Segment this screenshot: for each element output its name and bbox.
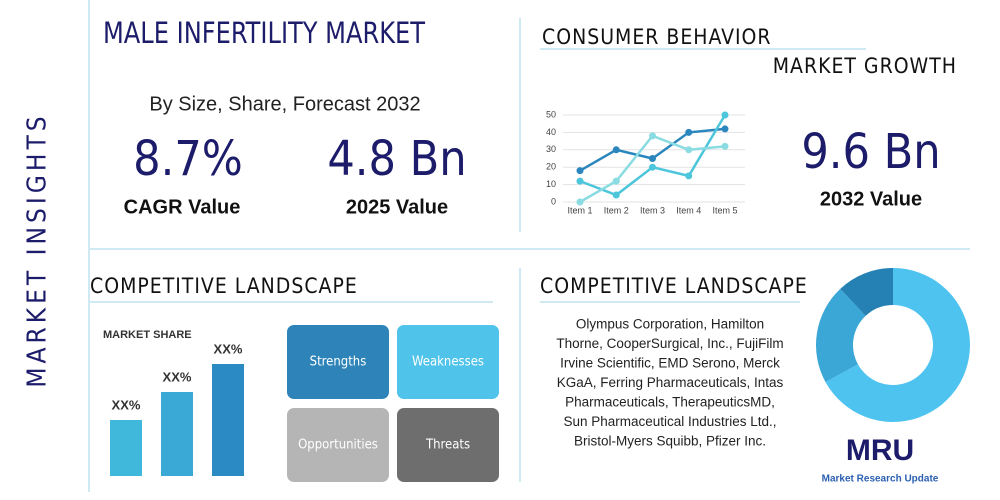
logo-mark: MRU [846,434,914,467]
subtitle: By Size, Share, Forecast 2032 [149,93,420,115]
x-tick-label: Item 2 [604,205,629,215]
swot-label: Opportunities [298,438,378,453]
swot-label: Strengths [310,355,367,370]
marker [649,132,656,140]
y-tick-label: 20 [546,162,556,172]
company-line: Pharmaceuticals, TherapeuticsMD, [565,395,775,410]
marker [576,198,584,206]
x-tick-label: Item 5 [712,205,737,215]
company-line: Sun Pharmaceutical Industries Ltd., [563,414,776,429]
stat-value: 4.8 Bn [327,131,466,187]
section-title: COMPETITIVE LANDSCAPE [90,274,358,298]
bar [161,392,193,476]
swot-label: Weaknesses [412,355,484,370]
x-tick-label: Item 4 [676,205,701,215]
marker [721,142,729,150]
swot-box [397,325,499,399]
y-tick-label: 0 [551,196,556,206]
company-line: Bristol-Myers Squibb, Pfizer Inc. [574,434,766,449]
company-line: KGaA, Ferring Pharmaceuticals, Intas [557,375,784,390]
company-line: Olympus Corporation, Hamilton [576,317,764,332]
marker [612,191,620,199]
chart-title: MARKET SHARE [103,329,192,341]
bar [110,420,142,476]
value-label: XX% [163,369,192,384]
marker [685,172,693,180]
y-tick-label: 30 [546,144,556,154]
marker [649,163,656,171]
stat-value: 9.6 Bn [801,124,940,180]
donut-segment [816,288,866,383]
company-line: Thorne, CooperSurgical, Inc., FujiFilm [556,336,783,351]
swot-box [287,325,389,399]
marker [576,177,584,185]
stat-label: 2032 Value [820,188,922,210]
donut-segment [840,268,893,316]
section-subtitle: MARKET GROWTH [773,54,957,78]
swot-box [397,408,499,482]
value-label: XX% [112,397,141,412]
stat-label: CAGR Value [124,196,241,218]
y-tick-label: 50 [546,109,556,119]
bar [212,364,244,476]
marker [721,125,729,133]
stat-label: 2025 Value [346,196,448,218]
y-tick-label: 10 [546,179,556,189]
marker [649,155,656,162]
section-title: CONSUMER BEHAVIOR [542,25,772,49]
swot-label: Threats [425,438,470,453]
x-tick-label: Item 1 [567,205,592,215]
stat-value: 8.7% [133,131,243,187]
marker [612,177,620,185]
side-label: MARKET INSIGHTS [23,112,53,387]
marker [685,128,693,136]
company-line: Irvine Scientific, EMD Serono, Merck [560,356,780,371]
marker [576,167,584,175]
marker [685,146,693,154]
marker [612,146,620,154]
section-title: COMPETITIVE LANDSCAPE [540,274,808,298]
logo-name: Market Research Update [822,474,939,485]
x-tick-label: Item 3 [640,205,665,215]
y-tick-label: 40 [546,127,556,137]
value-label: XX% [214,341,243,356]
marker [721,111,729,119]
swot-box [287,408,389,482]
donut-segment [825,268,970,423]
title: MALE INFERTILITY MARKET [103,16,426,50]
